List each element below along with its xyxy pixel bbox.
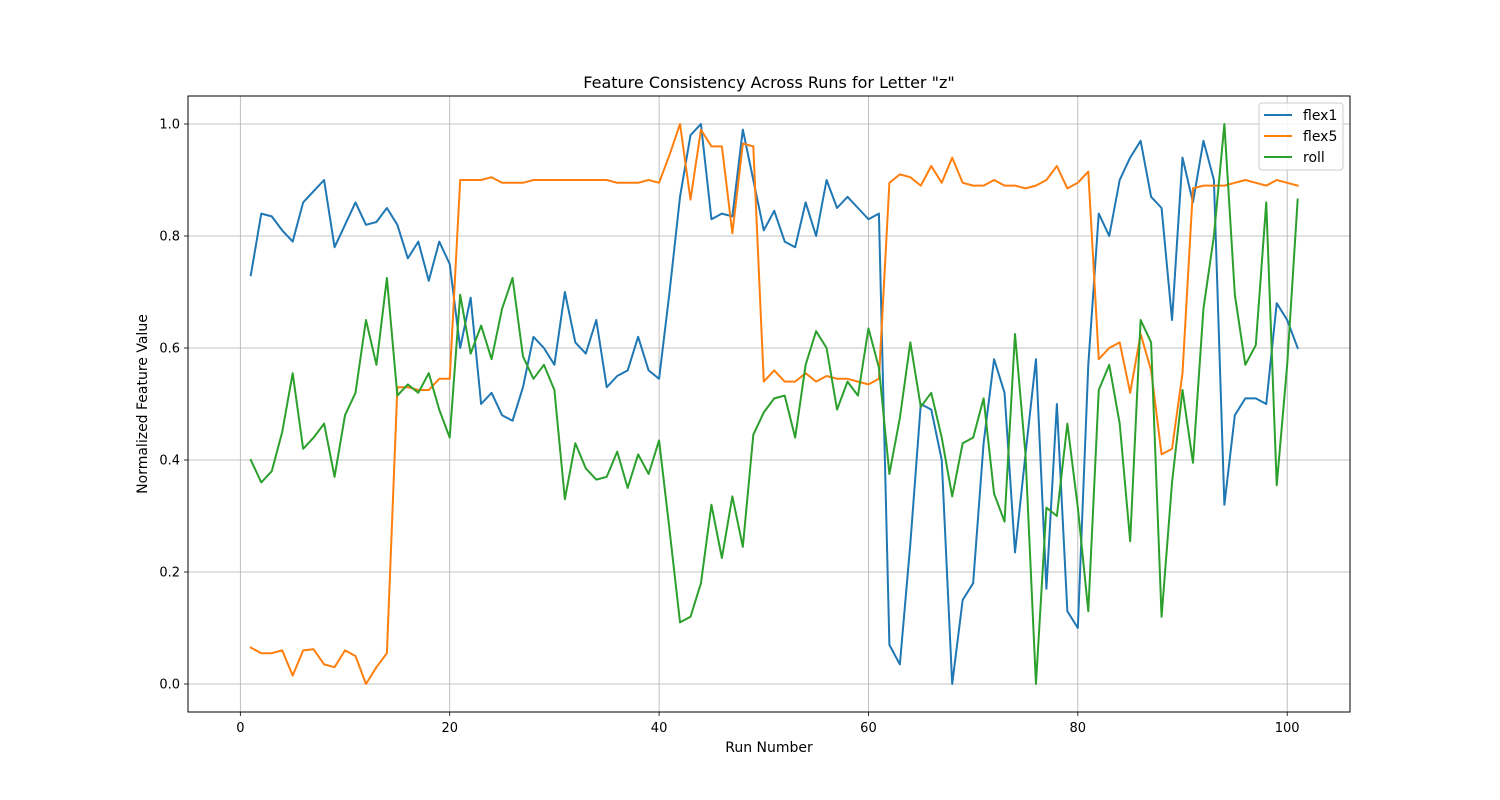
- x-tick-label: 60: [860, 721, 877, 736]
- legend-box: [1258, 102, 1344, 171]
- legend-label: roll: [1303, 150, 1325, 166]
- x-tick-label: 40: [651, 721, 668, 736]
- x-axis: 0 20 40 60 80 100: [236, 712, 1300, 736]
- series-line-roll: [249, 123, 1299, 685]
- x-tick-label: 0: [236, 721, 244, 736]
- y-tick-label: 0.6: [159, 342, 180, 357]
- x-tick-label: 100: [1275, 721, 1300, 736]
- y-tick-label: 0.8: [159, 230, 180, 245]
- y-tick-label: 0.4: [159, 454, 180, 469]
- legend-label: flex1: [1303, 108, 1337, 124]
- series-layer: [249, 123, 1299, 685]
- legend-item-flex5: flex5: [1264, 129, 1337, 145]
- y-tick-label: 0.2: [159, 566, 180, 581]
- series-line-flex5: [249, 123, 1299, 685]
- y-tick-label: 1.0: [159, 118, 180, 133]
- legend-item-roll: roll: [1264, 150, 1325, 166]
- chart-title: Feature Consistency Across Runs for Lett…: [583, 73, 954, 92]
- grid-lines: [188, 96, 1350, 712]
- x-axis-label: Run Number: [725, 740, 813, 756]
- series-line-flex1: [249, 123, 1299, 685]
- y-axis-label: Normalized Feature Value: [135, 314, 151, 494]
- x-tick-label: 80: [1070, 721, 1087, 736]
- plot-frame: [187, 95, 1351, 713]
- y-tick-label: 0.0: [159, 678, 180, 693]
- legend-label: flex5: [1303, 129, 1337, 145]
- legend-item-flex1: flex1: [1264, 108, 1337, 124]
- x-tick-label: 20: [441, 721, 458, 736]
- legend: flex1 flex5 roll: [1258, 102, 1344, 171]
- y-axis: 0.0 0.2 0.4 0.6 0.8 1.0: [159, 118, 188, 693]
